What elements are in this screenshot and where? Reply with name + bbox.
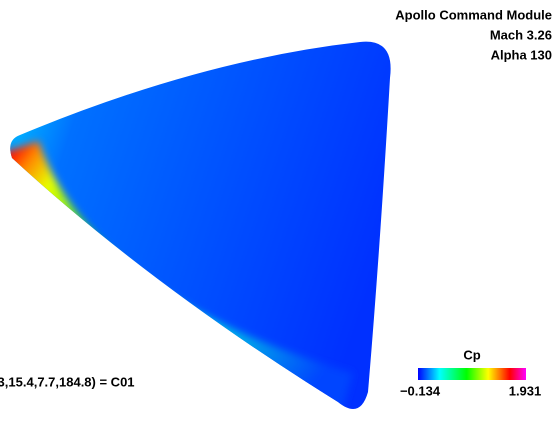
colorbar bbox=[418, 368, 526, 380]
title-line: Mach 3.26 bbox=[490, 27, 552, 42]
probe-label: (33,15.4,7.7,184.8) = C01 bbox=[0, 374, 135, 389]
colorbar-min: −0.134 bbox=[400, 383, 441, 398]
title-line: Alpha 130 bbox=[491, 47, 552, 62]
title-line: Apollo Command Module bbox=[395, 7, 552, 22]
colorbar-label: Cp bbox=[463, 347, 480, 362]
colorbar-max: 1.931 bbox=[509, 383, 542, 398]
